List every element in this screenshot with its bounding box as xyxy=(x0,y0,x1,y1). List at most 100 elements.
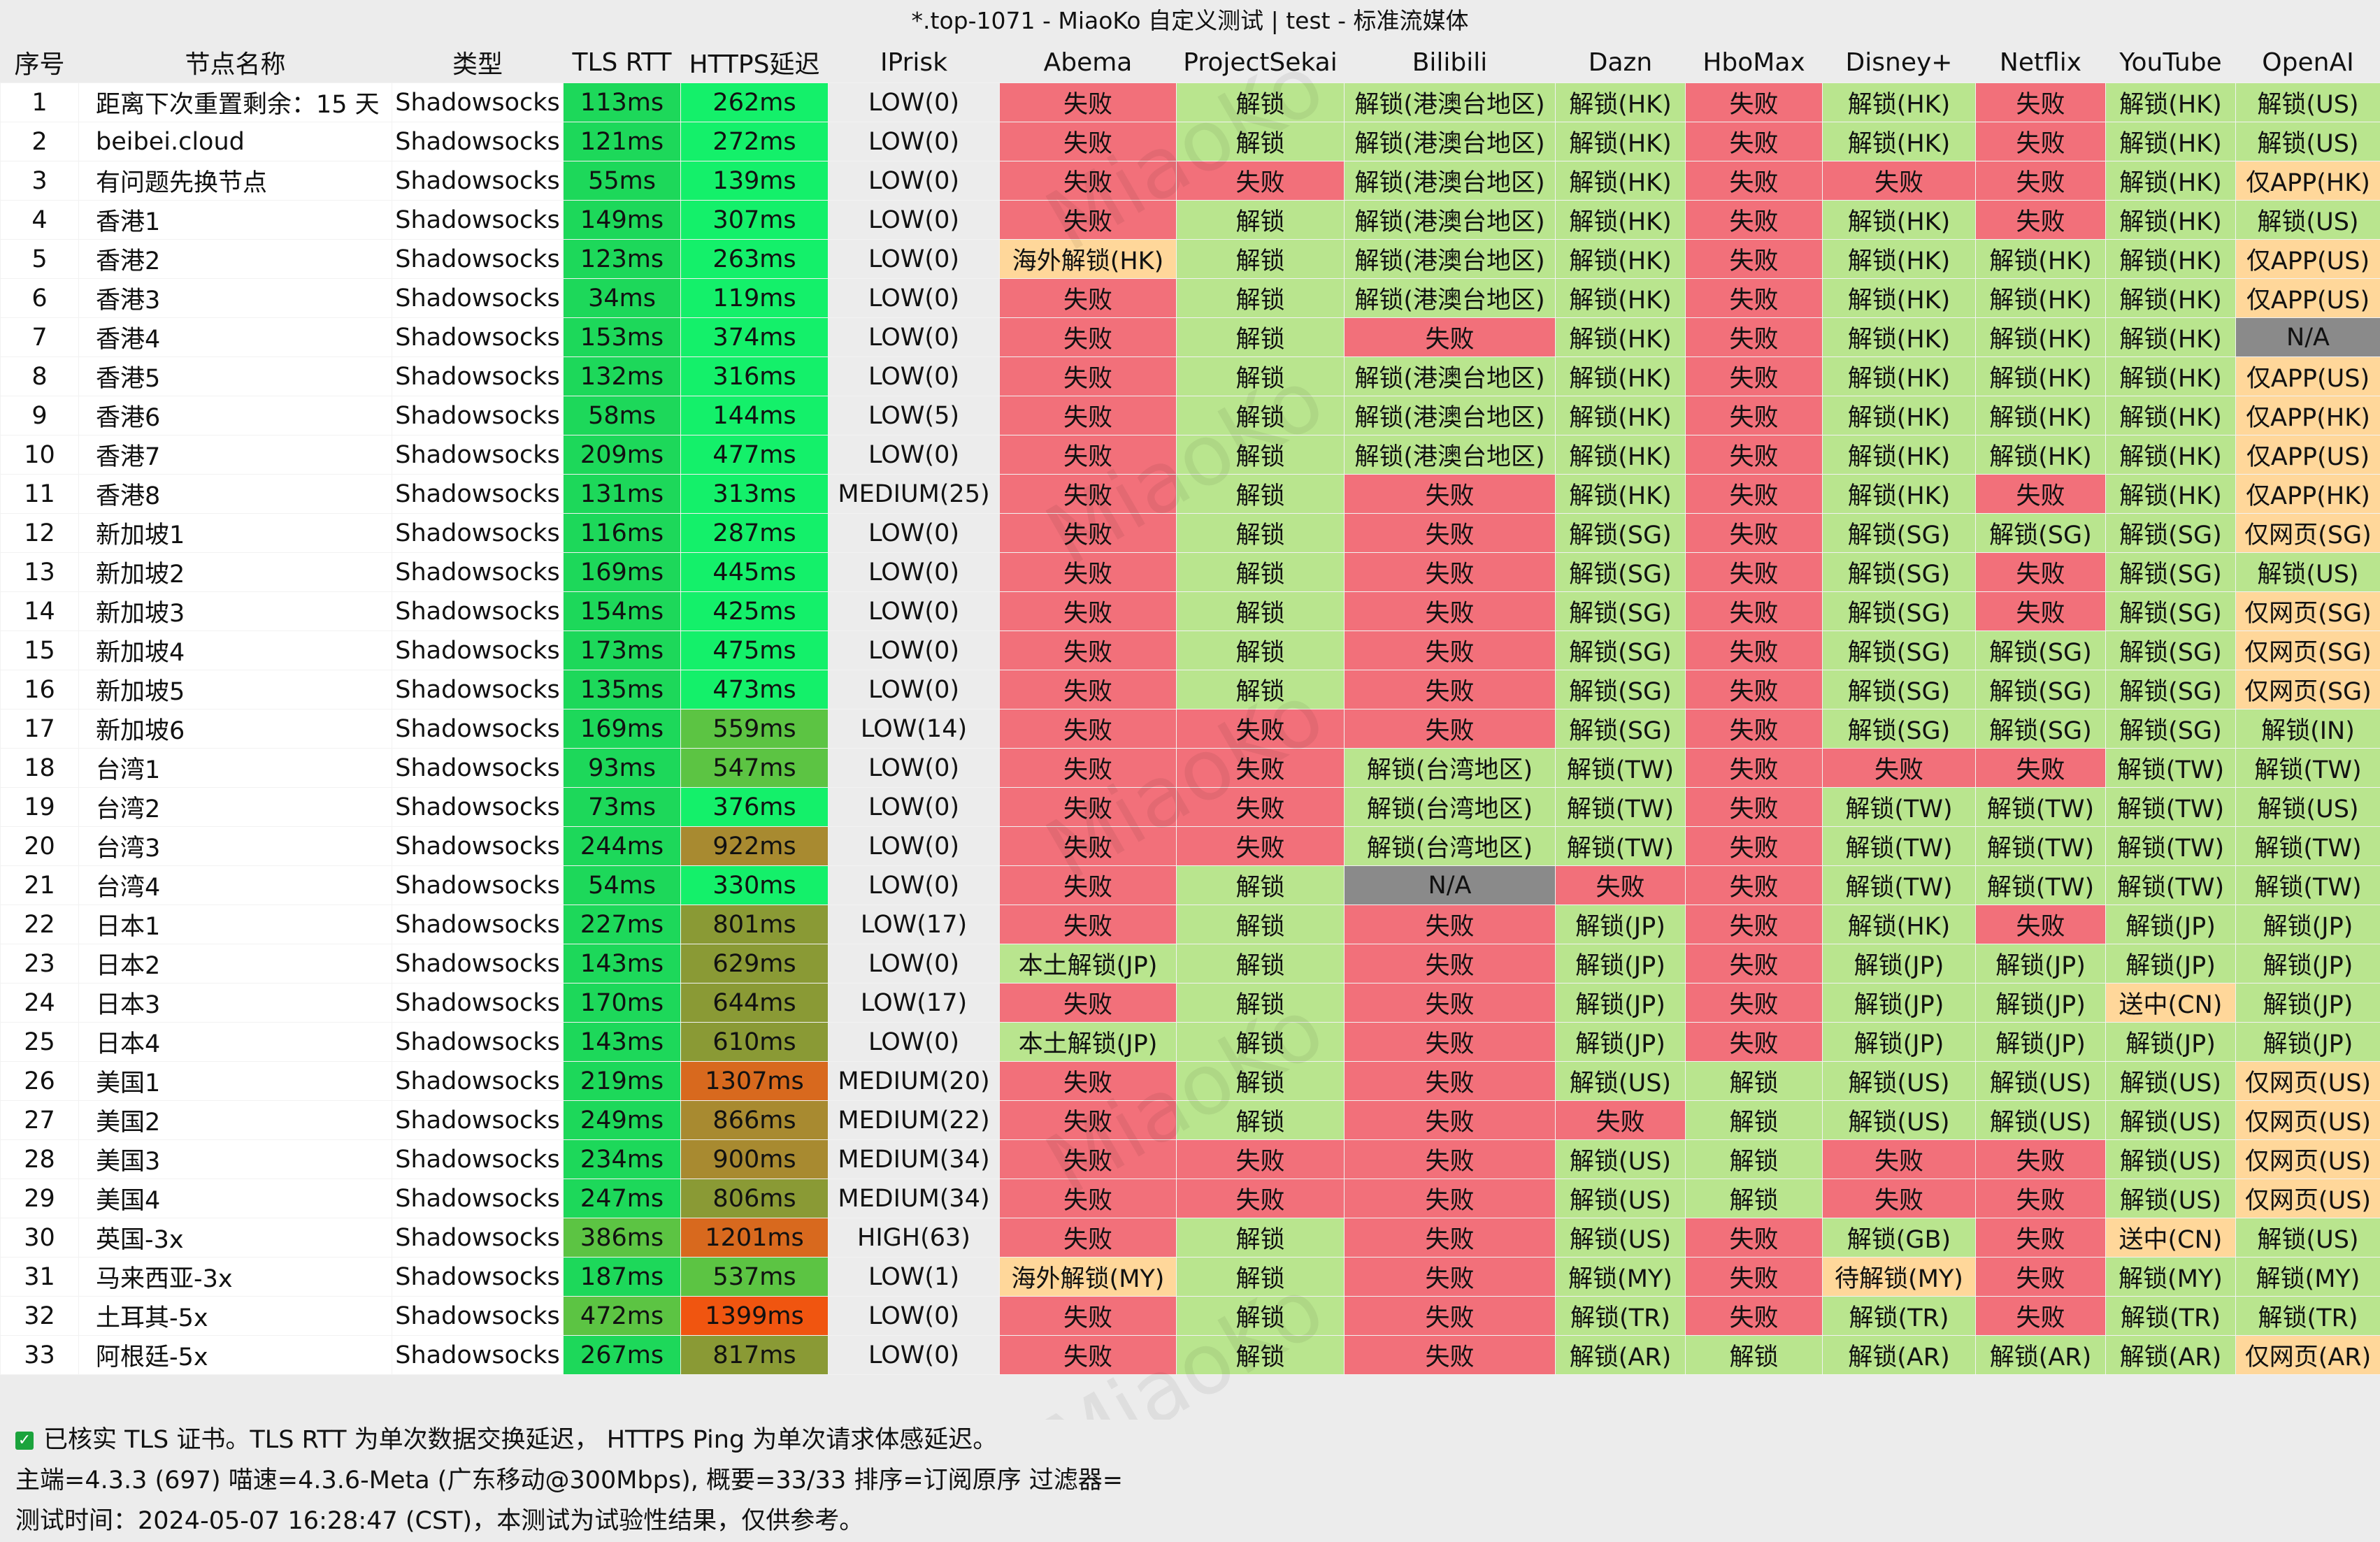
table-row[interactable]: 5 香港2 Shadowsocks 123ms 263ms LOW(0) 海外解锁(HK) 解… xyxy=(0,239,2380,279)
table-row[interactable]: 30 英国-3x Shadowsocks 386ms 1201ms HIGH(63) 失败解… xyxy=(0,1218,2380,1258)
cell-idx: 12 xyxy=(0,513,79,553)
cell-abema: 失败 xyxy=(999,670,1177,709)
table-row[interactable]: 11 香港8 Shadowsocks 131ms 313ms MEDIUM(25) 失败 解锁… xyxy=(0,474,2380,514)
cell-dazn: 解锁(HK) xyxy=(1555,356,1686,396)
cell-hbomax: 失败 xyxy=(1685,748,1823,788)
header-disney[interactable]: Disney+ xyxy=(1822,42,1976,83)
cell-idx: 9 xyxy=(0,396,79,435)
table-row[interactable]: 23 日本2 Shadowsocks 143ms 629ms LOW(0) 本土解锁(JP)… xyxy=(0,944,2380,983)
table-row[interactable]: 17 新加坡6 Shadowsocks 169ms 559ms LOW(14) 失败 失败 失败… xyxy=(0,709,2380,749)
cell-idx: 28 xyxy=(0,1139,79,1179)
table-row[interactable]: 1 距离下次重置剩余：15 天 Shadowsocks 113ms 262ms LOW(0… xyxy=(0,82,2380,122)
header-openai[interactable]: OpenAI xyxy=(2235,42,2380,83)
cell-hbomax: 解锁 xyxy=(1685,1179,1823,1218)
table-row[interactable]: 21 台湾4 Shadowsocks 54ms 330ms LOW(0) 失败 解锁 N/A 失败… xyxy=(0,865,2380,905)
table-row[interactable]: 9 香港6 Shadowsocks 58ms 144ms LOW(5) 失败 解锁 解锁(港澳台… xyxy=(0,396,2380,435)
cell-disney: 解锁(HK) xyxy=(1822,278,1976,318)
cell-youtube: 解锁(HK) xyxy=(2105,239,2236,279)
cell-iprisk: LOW(0) xyxy=(828,82,1000,122)
cell-bilibili: 解锁(台湾地区) xyxy=(1344,787,1556,827)
header-projectsekai[interactable]: ProjectSekai xyxy=(1176,42,1345,83)
cell-tls: 121ms xyxy=(563,122,681,161)
cell-openai: 解锁(IN) xyxy=(2235,709,2380,749)
header-youtube[interactable]: YouTube xyxy=(2105,42,2236,83)
cell-abema: 失败 xyxy=(999,591,1177,631)
footer-tls-note: ✓ 已核实 TLS 证书。TLS RTT 为单次数据交换延迟， HTTPS Pin… xyxy=(0,1420,2380,1460)
cell-name: 英国-3x xyxy=(78,1218,392,1258)
header-tls[interactable]: TLS RTT xyxy=(563,42,681,83)
header-https[interactable]: HTTPS延迟 xyxy=(680,42,829,83)
table-row[interactable]: 25 日本4 Shadowsocks 143ms 610ms LOW(0) 本土解锁(JP)… xyxy=(0,1022,2380,1062)
header-name[interactable]: 节点名称 xyxy=(78,42,392,83)
cell-projectsekai: 解锁 xyxy=(1176,396,1345,435)
table-row[interactable]: 15 新加坡4 Shadowsocks 173ms 475ms LOW(0) 失败 解锁 失败解… xyxy=(0,631,2380,670)
table-row[interactable]: 16 新加坡5 Shadowsocks 135ms 473ms LOW(0) 失败 解锁 失败解… xyxy=(0,670,2380,709)
cell-bilibili: 失败 xyxy=(1344,591,1556,631)
header-abema[interactable]: Abema xyxy=(999,42,1177,83)
table-row[interactable]: 33 阿根廷-5x Shadowsocks 267ms 817ms LOW(0) 失败 解锁失… xyxy=(0,1335,2380,1375)
cell-abema: 失败 xyxy=(999,1100,1177,1140)
cell-iprisk: LOW(0) xyxy=(828,670,1000,709)
header-type[interactable]: 类型 xyxy=(392,42,564,83)
table-row[interactable]: 6 香港3 Shadowsocks 34ms 119ms LOW(0) 失败 解锁 解锁(港澳台… xyxy=(0,278,2380,318)
table-row[interactable]: 2 beibei.cloud Shadowsocks 121ms 272ms LOW(0)… xyxy=(0,122,2380,161)
table-row[interactable]: 32 土耳其-5x Shadowsocks 472ms 1399ms LOW(0) 失败 解锁… xyxy=(0,1296,2380,1336)
table-row[interactable]: 26 美国1 Shadowsocks 219ms 1307ms MEDIUM(20) 失败解… xyxy=(0,1061,2380,1101)
cell-name: 距离下次重置剩余：15 天 xyxy=(78,82,392,122)
cell-disney: 解锁(SG) xyxy=(1822,670,1976,709)
cell-bilibili: 失败 xyxy=(1344,905,1556,944)
cell-iprisk: MEDIUM(25) xyxy=(828,474,1000,514)
cell-type: Shadowsocks xyxy=(392,1257,564,1297)
table-row[interactable]: 22 日本1 Shadowsocks 227ms 801ms LOW(17) 失败 解锁 失败解… xyxy=(0,905,2380,944)
header-idx[interactable]: 序号 xyxy=(0,42,79,83)
cell-tls: 132ms xyxy=(563,356,681,396)
cell-abema: 失败 xyxy=(999,787,1177,827)
table-row[interactable]: 3 有问题先换节点 Shadowsocks 55ms 139ms LOW(0) 失败 失败 解锁… xyxy=(0,161,2380,201)
cell-name: 台湾2 xyxy=(78,787,392,827)
table-row[interactable]: 13 新加坡2 Shadowsocks 169ms 445ms LOW(0) 失败 解锁 失败解… xyxy=(0,552,2380,592)
cell-disney: 解锁(TW) xyxy=(1822,865,1976,905)
cell-hbomax: 失败 xyxy=(1685,1022,1823,1062)
cell-projectsekai: 解锁 xyxy=(1176,552,1345,592)
cell-bilibili: 失败 xyxy=(1344,1100,1556,1140)
cell-abema: 失败 xyxy=(999,552,1177,592)
table-row[interactable]: 19 台湾2 Shadowsocks 73ms 376ms LOW(0) 失败 失败 解锁(台湾… xyxy=(0,787,2380,827)
header-hbomax[interactable]: HboMax xyxy=(1685,42,1823,83)
cell-hbomax: 失败 xyxy=(1685,435,1823,475)
cell-youtube: 解锁(TW) xyxy=(2105,865,2236,905)
table-row[interactable]: 7 香港4 Shadowsocks 153ms 374ms LOW(0) 失败 解锁 失败 解锁(… xyxy=(0,317,2380,357)
cell-type: Shadowsocks xyxy=(392,1335,564,1375)
table-row[interactable]: 18 台湾1 Shadowsocks 93ms 547ms LOW(0) 失败 失败 解锁(台湾… xyxy=(0,748,2380,788)
cell-youtube: 解锁(HK) xyxy=(2105,122,2236,161)
table-row[interactable]: 31 马来西亚-3x Shadowsocks 187ms 537ms LOW(1) 海外解锁… xyxy=(0,1257,2380,1297)
cell-https: 559ms xyxy=(680,709,829,749)
table-row[interactable]: 14 新加坡3 Shadowsocks 154ms 425ms LOW(0) 失败 解锁 失败解… xyxy=(0,591,2380,631)
table-row[interactable]: 12 新加坡1 Shadowsocks 116ms 287ms LOW(0) 失败 解锁 失败解… xyxy=(0,513,2380,553)
table-row[interactable]: 28 美国3 Shadowsocks 234ms 900ms MEDIUM(34) 失败 失败… xyxy=(0,1139,2380,1179)
table-row[interactable]: 29 美国4 Shadowsocks 247ms 806ms MEDIUM(34) 失败 失败… xyxy=(0,1179,2380,1218)
table-row[interactable]: 24 日本3 Shadowsocks 170ms 644ms LOW(17) 失败 解锁 失败解… xyxy=(0,983,2380,1023)
header-netflix[interactable]: Netflix xyxy=(1975,42,2106,83)
cell-disney: 解锁(SG) xyxy=(1822,709,1976,749)
header-iprisk[interactable]: IPrisk xyxy=(828,42,1000,83)
table-row[interactable]: 4 香港1 Shadowsocks 149ms 307ms LOW(0) 失败 解锁 解锁(港澳… xyxy=(0,200,2380,240)
cell-bilibili: 解锁(港澳台地区) xyxy=(1344,239,1556,279)
cell-dazn: 解锁(JP) xyxy=(1555,944,1686,983)
table-row[interactable]: 10 香港7 Shadowsocks 209ms 477ms LOW(0) 失败 解锁 解锁(港… xyxy=(0,435,2380,475)
cell-openai: 解锁(TW) xyxy=(2235,865,2380,905)
header-bilibili[interactable]: Bilibili xyxy=(1344,42,1556,83)
cell-projectsekai: 解锁 xyxy=(1176,591,1345,631)
cell-hbomax: 失败 xyxy=(1685,1296,1823,1336)
header-dazn[interactable]: Dazn xyxy=(1555,42,1686,83)
cell-youtube: 解锁(TR) xyxy=(2105,1296,2236,1336)
cell-hbomax: 解锁 xyxy=(1685,1139,1823,1179)
cell-youtube: 解锁(JP) xyxy=(2105,944,2236,983)
table-row[interactable]: 8 香港5 Shadowsocks 132ms 316ms LOW(0) 失败 解锁 解锁(港澳… xyxy=(0,356,2380,396)
cell-netflix: 失败 xyxy=(1975,1257,2106,1297)
cell-idx: 7 xyxy=(0,317,79,357)
cell-disney: 解锁(JP) xyxy=(1822,983,1976,1023)
cell-type: Shadowsocks xyxy=(392,670,564,709)
cell-iprisk: LOW(0) xyxy=(828,317,1000,357)
table-row[interactable]: 27 美国2 Shadowsocks 249ms 866ms MEDIUM(22) 失败 解锁… xyxy=(0,1100,2380,1140)
table-row[interactable]: 20 台湾3 Shadowsocks 244ms 922ms LOW(0) 失败 失败 解锁(台… xyxy=(0,826,2380,866)
